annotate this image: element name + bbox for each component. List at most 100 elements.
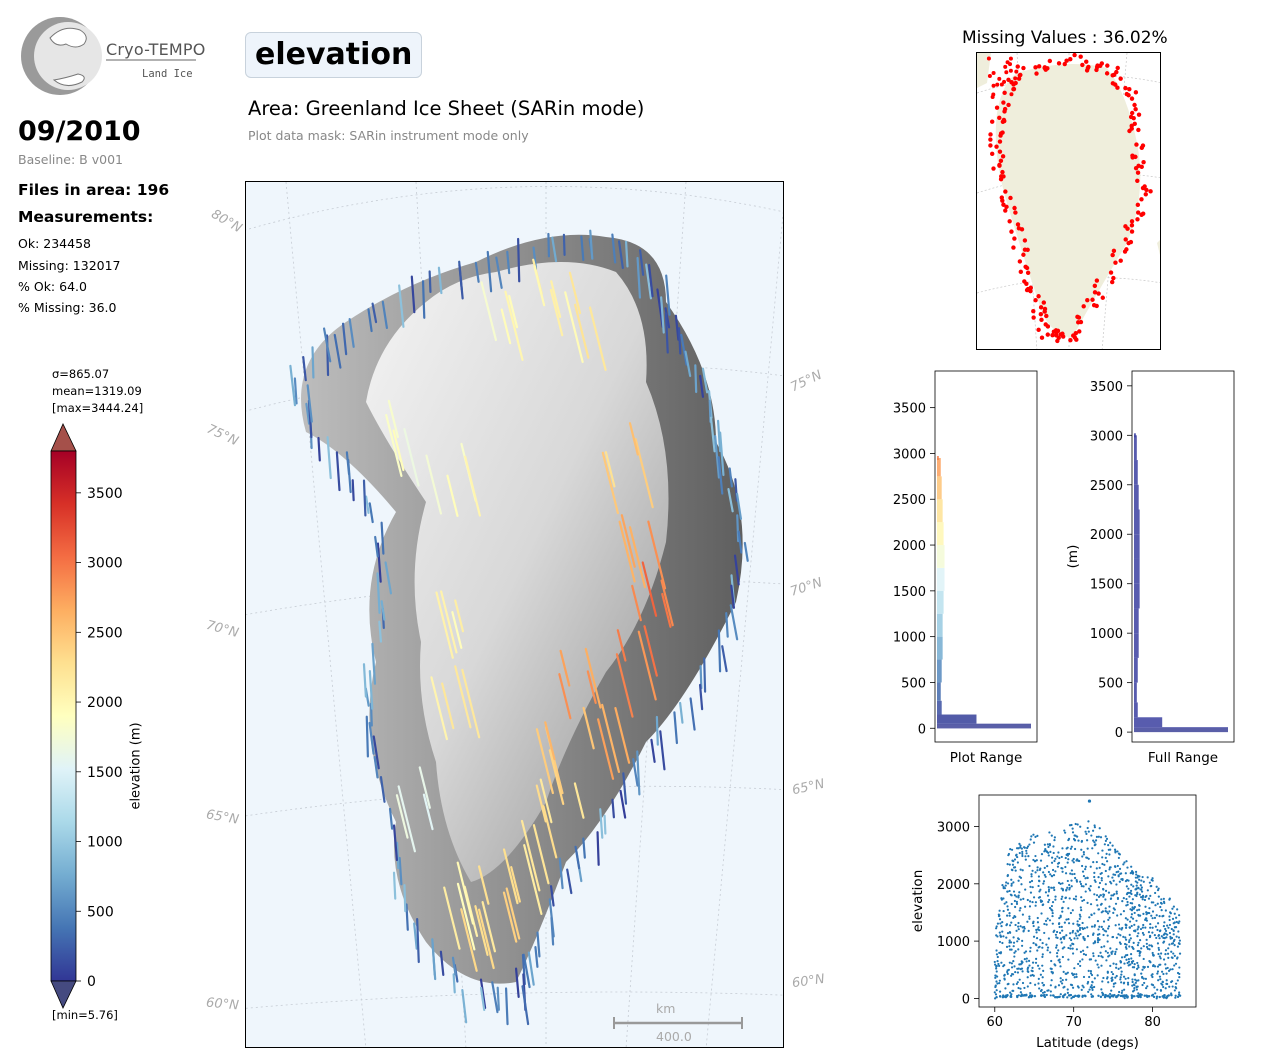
scatter-point [1093,925,1096,928]
scatter-point [1154,891,1157,895]
y-tick-label: 2000 [893,539,926,554]
coastal-track [428,270,432,294]
missing-point [1123,237,1128,242]
scatter-point [1159,905,1162,909]
coastal-track [709,416,716,453]
missing-point [1023,264,1028,270]
scatter-point [1081,949,1085,952]
scatter-point [1026,898,1029,902]
missing-values-map[interactable] [976,52,1161,350]
scatter-point [1142,945,1145,948]
coastal-track [311,346,315,379]
scatter-point [1108,853,1111,856]
interior-track [430,676,448,741]
coastal-track [619,789,627,819]
missing-point [1111,248,1117,254]
scatter-point [1131,902,1134,905]
coastal-track [664,307,671,329]
scatter-point [1093,841,1096,844]
scatter-point [1070,845,1073,848]
scatter-point [1010,884,1013,887]
scatter-point [1072,897,1075,900]
scatter-point [1144,895,1147,899]
y-tick-label: 1500 [893,585,926,600]
scatter-point [1006,882,1010,885]
scatter-point [996,982,999,985]
coastal-track [703,657,707,693]
scatter-point [1051,868,1055,872]
scatter-point [1067,994,1071,997]
scatter-point [1153,934,1156,937]
scatter-point [1162,958,1166,961]
scatter-point [1176,995,1180,999]
scatter-point [1041,953,1044,956]
scatter-point [1020,944,1024,947]
missing-point [1001,117,1007,123]
scatter-point [1086,876,1089,879]
scatter-point [1128,895,1131,898]
histogram-bar [1134,657,1138,683]
scatter-point [1048,844,1052,847]
scatter-point [1137,992,1140,995]
scatter-point [1145,911,1148,914]
scatter-point [1175,916,1178,919]
scatter-point [1028,864,1031,868]
interior-track [620,514,636,568]
scatter-point [1065,918,1068,921]
scatter-point [1067,958,1070,961]
missing-point [1135,210,1141,215]
scatter-point [1092,952,1095,955]
scatter-point [1138,952,1141,955]
scatter-point [1048,831,1051,834]
coastal-track [522,953,531,989]
scatter-point [1162,941,1165,944]
elevation-map[interactable] [245,181,784,1048]
scatter-point [1097,994,1100,997]
coastal-track [367,308,373,333]
scatter-point [1091,981,1094,984]
scatter-point [1136,881,1139,884]
scatter-point [1127,940,1131,944]
scatter-point [1178,976,1181,979]
y-tick-label: 3500 [1090,380,1123,395]
scatter-point [1072,837,1076,841]
scatter-point [1128,945,1131,948]
scatter-point [1015,895,1018,898]
scatter-point [1149,894,1152,897]
baseline-label: Baseline: B v001 [18,152,123,167]
missing-point [1129,219,1135,224]
coastal-track [365,715,369,758]
scatter-point [1006,914,1009,917]
scatter-point [1128,963,1131,966]
interior-track [418,766,431,809]
missing-point [1098,63,1103,68]
scatter-point [1075,880,1079,883]
missing-point [1056,61,1062,66]
scatter-point [1106,912,1110,915]
scatter-point [1116,850,1119,853]
scatter-point [1005,923,1008,927]
scatter-point [1054,870,1057,873]
coastal-track [527,951,535,986]
scatter-point [1072,861,1075,864]
scatter-point [1015,900,1019,903]
missing-point [994,144,999,149]
scatter-point [1046,894,1050,897]
missing-point [1022,238,1028,243]
scatter-point [1056,955,1059,958]
scatter-point [1135,985,1138,989]
scatter-point [1074,876,1077,880]
missing-point [1014,69,1019,74]
missing-values-title: Missing Values : 36.02% [962,28,1168,48]
missing-point [1045,66,1050,71]
scatter-point [1100,911,1103,914]
scatter-point [1132,995,1135,998]
missing-point [1036,294,1041,299]
scatter-point [1148,911,1151,915]
scatter-point [1052,874,1056,877]
scatter-point [1050,904,1054,908]
colorbar-tick-label: 1500 [87,765,123,781]
scatter-point [1034,904,1037,907]
scatter-point [1110,951,1113,954]
